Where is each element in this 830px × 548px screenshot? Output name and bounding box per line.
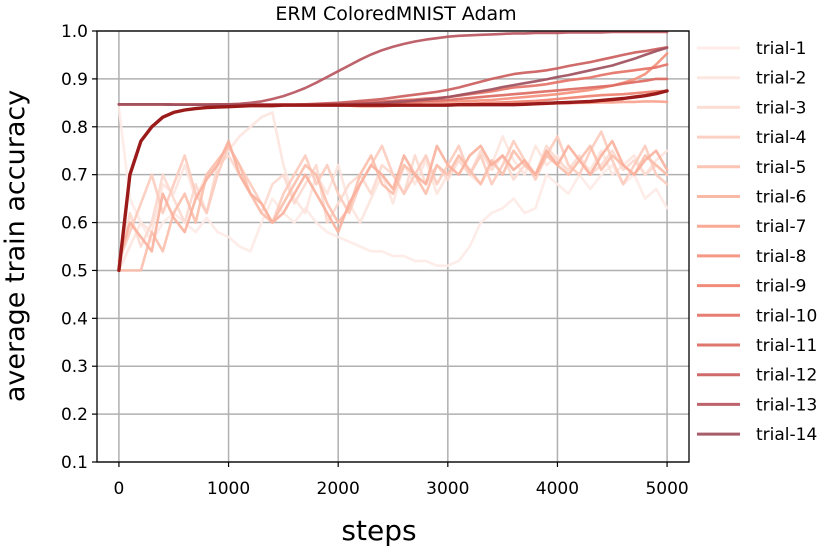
legend-entry: trial-10 — [756, 306, 817, 326]
series-line-highlight — [117, 89, 669, 273]
legend-entry: trial-1 — [756, 39, 806, 59]
x-tick-label: 5000 — [645, 479, 688, 499]
series-line-trial-6 — [117, 139, 669, 263]
series-line-trial-14 — [117, 46, 669, 106]
series-line-trial-1 — [117, 106, 669, 268]
y-tick-label: 0.6 — [61, 214, 88, 234]
y-tick-label: 0.9 — [61, 70, 88, 90]
y-tick-label: 1.0 — [61, 22, 88, 42]
legend-entry: trial-8 — [756, 247, 806, 267]
legend-entry: trial-2 — [756, 69, 806, 89]
chart-title: ERM ColoredMNIST Adam — [275, 3, 516, 25]
x-tick-label: 0 — [114, 479, 125, 499]
x-tick-label: 1000 — [207, 479, 250, 499]
series-line-trial-13 — [117, 30, 669, 106]
x-axis-label: steps — [341, 514, 416, 547]
legend-entry: trial-7 — [756, 217, 806, 237]
legend-entry: trial-11 — [756, 336, 817, 356]
y-tick-label: 0.7 — [61, 166, 88, 186]
y-tick-label: 0.2 — [61, 405, 88, 425]
y-tick-label: 0.3 — [61, 357, 88, 377]
y-axis-label: average train accuracy — [0, 90, 31, 402]
legend-entry: trial-4 — [756, 128, 806, 148]
y-tick-label: 0.1 — [61, 453, 88, 473]
plot-frame — [96, 30, 690, 463]
legend-entry: trial-12 — [756, 366, 817, 386]
y-tick-label: 0.8 — [61, 118, 88, 138]
legend: trial-1 trial-2 trial-3 trial-4 trial-5 trial… — [697, 39, 817, 445]
legend-entry: trial-5 — [756, 158, 806, 178]
y-tick-label: 0.4 — [61, 309, 88, 329]
x-tick-label: 2000 — [317, 479, 360, 499]
legend-entry: trial-3 — [756, 98, 806, 118]
x-tick-label: 4000 — [536, 479, 579, 499]
legend-entry: trial-9 — [756, 277, 806, 297]
x-tick-label: 3000 — [426, 479, 469, 499]
plot-area — [117, 30, 669, 273]
series-line-trial-4 — [117, 130, 669, 263]
y-axis: 0.1 0.2 0.3 0.4 0.5 0.6 0.7 0.8 0.9 1.0 — [61, 22, 97, 473]
y-tick-label: 0.5 — [61, 261, 88, 281]
series-line-trial-5 — [117, 144, 669, 272]
legend-entry: trial-13 — [756, 395, 817, 415]
legend-entry: trial-6 — [756, 188, 806, 208]
legend-entry: trial-14 — [756, 425, 817, 445]
x-axis: 0 1000 2000 3000 4000 5000 — [114, 462, 689, 499]
